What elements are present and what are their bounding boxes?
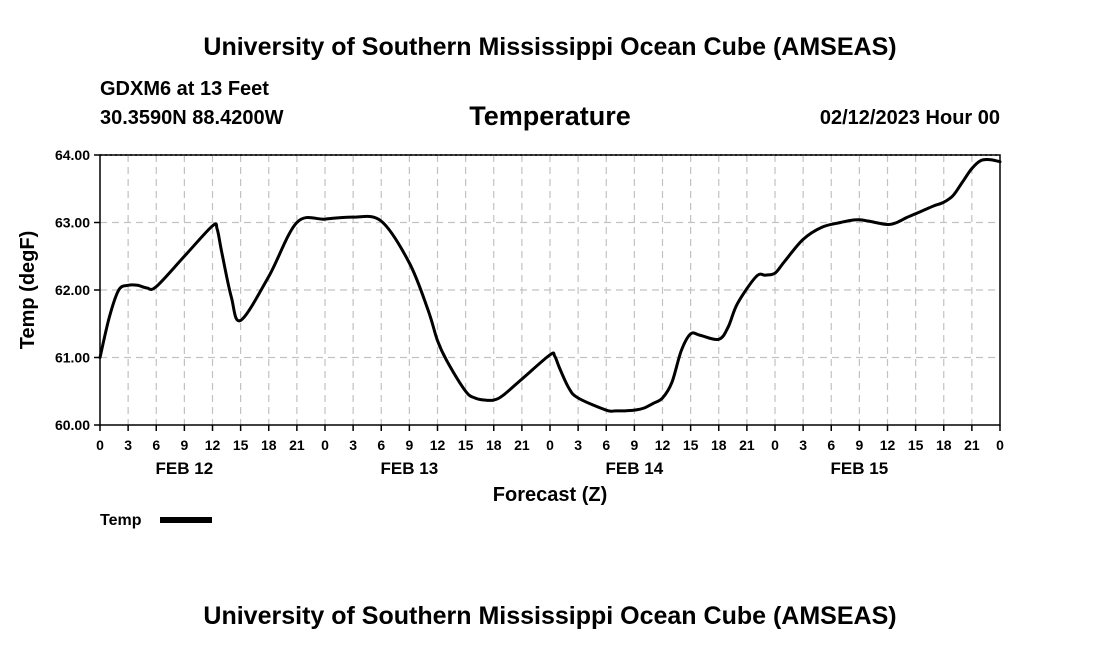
x-tick-label: 12 xyxy=(655,437,671,453)
x-tick-label: 6 xyxy=(377,437,385,453)
x-tick-label: 15 xyxy=(683,437,699,453)
x-tick-label: 18 xyxy=(936,437,952,453)
y-tick-label: 60.00 xyxy=(55,417,90,433)
x-tick-label: 15 xyxy=(908,437,924,453)
day-labels: FEB 12 FEB 13 FEB 14 FEB 15 xyxy=(156,459,889,478)
series-line-temp xyxy=(98,157,1002,413)
x-tick-label: 9 xyxy=(180,437,188,453)
x-tick-label: 3 xyxy=(124,437,132,453)
x-tick-label: 9 xyxy=(855,437,863,453)
header-title: University of Southern Mississippi Ocean… xyxy=(203,33,896,61)
grid-lines xyxy=(100,155,1000,425)
day-label: FEB 12 xyxy=(156,459,214,478)
legend-label-temp: Temp xyxy=(100,512,142,529)
x-axis: 0 3 6 9 12 15 18 21 0 3 6 9 12 15 18 21 0 3 6 9 12 15 18 21 0 3 6 9… xyxy=(96,425,1004,453)
day-label: FEB 15 xyxy=(831,459,889,478)
x-tick-label: 21 xyxy=(739,437,755,453)
x-tick-label: 15 xyxy=(233,437,249,453)
x-tick-label: 3 xyxy=(574,437,582,453)
x-tick-label: 12 xyxy=(205,437,221,453)
x-tick-label: 9 xyxy=(630,437,638,453)
x-tick-label: 21 xyxy=(289,437,305,453)
x-tick-label: 12 xyxy=(430,437,446,453)
x-tick-label: 0 xyxy=(96,437,104,453)
x-tick-label: 6 xyxy=(152,437,160,453)
day-label: FEB 14 xyxy=(606,459,664,478)
x-tick-label: 18 xyxy=(711,437,727,453)
x-tick-label: 3 xyxy=(799,437,807,453)
date-label: 02/12/2023 Hour 00 xyxy=(820,107,1000,129)
day-label: FEB 13 xyxy=(381,459,439,478)
x-tick-label: 0 xyxy=(546,437,554,453)
x-tick-label: 21 xyxy=(514,437,530,453)
y-tick-label: 64.00 xyxy=(55,147,90,163)
x-tick-label: 0 xyxy=(321,437,329,453)
x-axis-title: Forecast (Z) xyxy=(493,484,607,506)
y-axis-title: Temp (degF) xyxy=(17,231,39,350)
y-tick-label: 63.00 xyxy=(55,215,90,231)
x-tick-label: 0 xyxy=(771,437,779,453)
x-tick-label: 6 xyxy=(602,437,610,453)
x-tick-label: 15 xyxy=(458,437,474,453)
x-tick-label: 21 xyxy=(964,437,980,453)
station-label: GDXM6 at 13 Feet xyxy=(100,78,269,100)
x-tick-label: 12 xyxy=(880,437,896,453)
footer-title: University of Southern Mississippi Ocean… xyxy=(203,602,896,630)
y-axis: 60.00 61.00 62.00 63.00 64.00 xyxy=(55,147,100,433)
location-label: 30.3590N 88.4200W xyxy=(100,107,284,129)
x-tick-label: 3 xyxy=(349,437,357,453)
x-tick-label: 9 xyxy=(405,437,413,453)
x-tick-label: 18 xyxy=(486,437,502,453)
x-tick-label: 18 xyxy=(261,437,277,453)
chart-title: Temperature xyxy=(469,101,631,131)
x-tick-label: 6 xyxy=(827,437,835,453)
x-tick-label: 0 xyxy=(996,437,1004,453)
y-tick-label: 61.00 xyxy=(55,350,90,366)
y-tick-label: 62.00 xyxy=(55,282,90,298)
